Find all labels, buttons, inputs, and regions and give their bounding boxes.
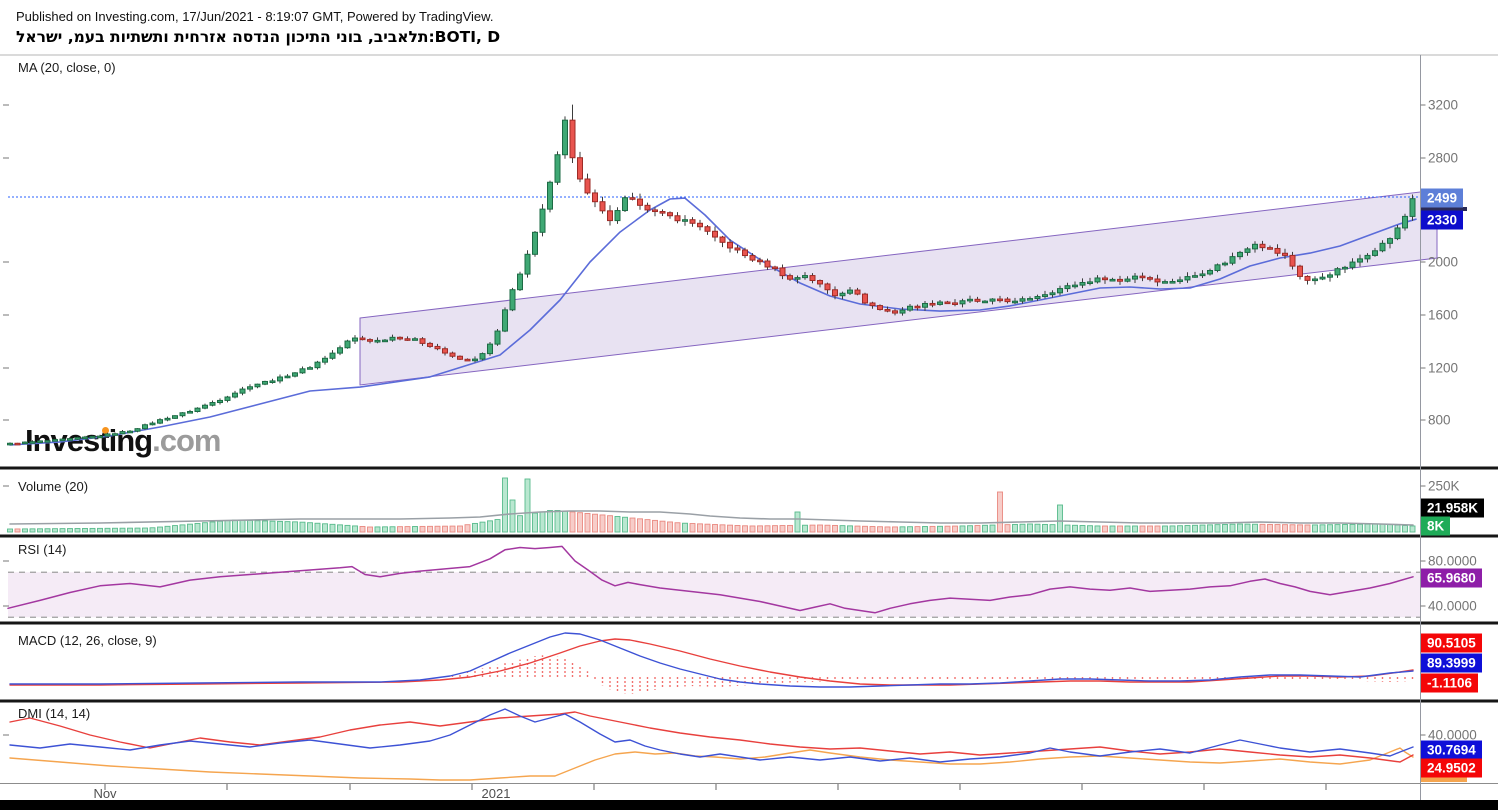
axis-value-badge: 2499: [1421, 188, 1464, 208]
published-line: Published on Investing.com, 17/Jun/2021 …: [16, 9, 494, 24]
price-axis-tick-label: 800: [1428, 412, 1451, 428]
axis-value-badge: 2330: [1421, 210, 1464, 230]
volume-pane: [7, 477, 1416, 533]
price-axis-tick-label: 2800: [1428, 150, 1459, 166]
price-axis-tick-label: 3200: [1428, 97, 1459, 113]
covered-axis-label: [1421, 777, 1467, 782]
volume-pane-label: Volume (20): [18, 479, 89, 494]
main-pane-label: MA (20, close, 0): [18, 60, 116, 75]
macd-hist: [451, 655, 1414, 694]
price-axis-tick-label: 40.0000: [1428, 727, 1477, 743]
axis-value-badge: 30.7694: [1421, 740, 1482, 760]
rsi-pane: [7, 545, 1421, 618]
axis-value-badge: 90.5105: [1421, 633, 1482, 653]
price-axis-tick-label: 1200: [1428, 360, 1459, 376]
frame: [0, 54, 1498, 800]
investing-dotcom: .com: [152, 423, 221, 458]
price-axis-tick-label: 250K: [1428, 478, 1460, 494]
axis-value-badge: 8K: [1421, 516, 1451, 536]
price-axis-tick-label: 80.0000: [1428, 553, 1477, 569]
axis-value-badge: 89.3999: [1421, 653, 1482, 673]
dmi-pane: [9, 708, 1414, 781]
rsi-pane-label: RSI (14): [18, 542, 67, 557]
macd-pane-label: MACD (12, 26, close, 9): [18, 633, 157, 648]
axis-value-badge: -1.1106: [1421, 673, 1479, 693]
price-axis-tick-label: 2000: [1428, 254, 1459, 270]
main-pane: [8, 189, 1438, 446]
time-axis-label: 2021: [481, 786, 511, 801]
axis-value-badge: 24.9502: [1421, 758, 1482, 778]
price-axis-tick-label: 40.0000: [1428, 598, 1477, 614]
dmi-pane-label: DMI (14, 14): [18, 706, 91, 721]
bottom-black-bar: [0, 800, 1498, 810]
macd-pane: [9, 632, 1414, 688]
covered-axis-label: [1421, 206, 1467, 211]
time-axis-label: Nov: [93, 786, 117, 801]
chart-title: תלאביב, בוני התיכון הנדסה אזרחית ותשתיות…: [16, 28, 501, 46]
candles: [7, 104, 1416, 446]
axis-value-badge: 21.958K: [1421, 498, 1485, 518]
axis-value-badge: 65.9680: [1421, 568, 1482, 588]
price-axis-tick-label: 1600: [1428, 307, 1459, 323]
logo-orange-dot-icon: [102, 427, 109, 434]
